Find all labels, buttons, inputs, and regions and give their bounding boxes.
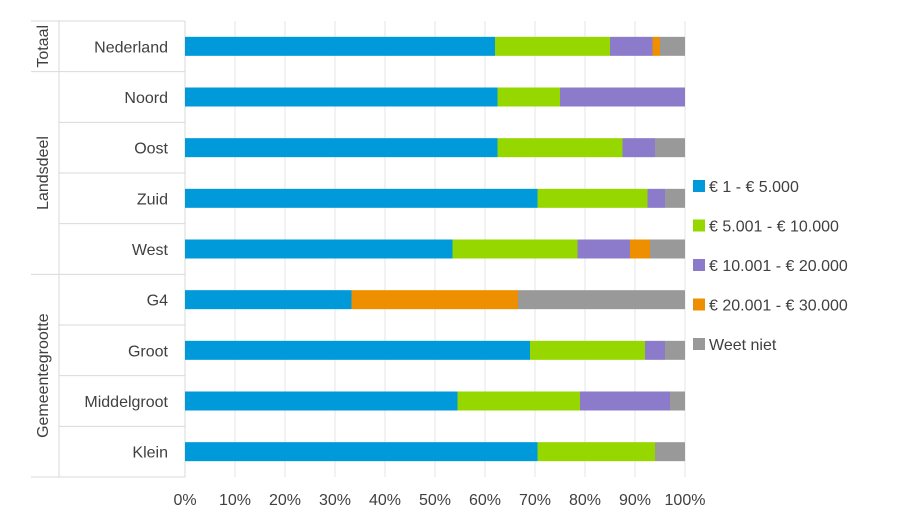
bar-segment <box>647 188 665 208</box>
x-axis-tick-labels: 0% 10% 20% 30% 40% 50% 60% 70% 80% 90% 100% <box>173 492 705 509</box>
x-tick-label: 40% <box>369 492 401 509</box>
bar-segment <box>660 36 685 56</box>
bar-segment <box>185 239 453 259</box>
x-tick-label: 10% <box>219 492 251 509</box>
legend-label: Weet niet <box>709 337 777 354</box>
legend-swatch <box>693 338 705 350</box>
bar-segment <box>495 36 610 56</box>
category-label: West <box>132 242 169 259</box>
bar-segment <box>652 36 660 56</box>
bars <box>185 36 685 462</box>
category-label: Klein <box>132 445 168 462</box>
x-tick-label: 90% <box>619 492 651 509</box>
legend-label: € 1 - € 5.000 <box>709 179 799 196</box>
bar-segment <box>645 340 665 360</box>
x-tick-label: 30% <box>319 492 351 509</box>
bar-segment <box>497 87 560 107</box>
bar-segment <box>452 239 578 259</box>
bar-segment <box>537 188 648 208</box>
bar-segment <box>655 138 685 158</box>
bar-segment <box>185 290 352 310</box>
x-tick-label: 50% <box>419 492 451 509</box>
bar-segment <box>670 391 685 411</box>
bar-segment <box>530 340 645 360</box>
bar-segment <box>665 340 685 360</box>
bar-segment <box>560 87 685 107</box>
category-label: Noord <box>124 90 168 107</box>
bar-segment <box>665 188 685 208</box>
group-label: Gemeentegrootte <box>35 313 52 438</box>
bar-segment <box>457 391 580 411</box>
x-tick-label: 80% <box>569 492 601 509</box>
legend-label: € 5.001 - € 10.000 <box>709 219 839 236</box>
bar-segment <box>185 340 530 360</box>
category-labels: Nederland Noord Oost Zuid West G4 Groot Middelg… <box>84 39 168 461</box>
legend-label: € 10.001 - € 20.000 <box>709 258 848 275</box>
group-labels: Totaal Landsdeel Gemeentegrootte <box>35 25 52 438</box>
bar-segment <box>185 87 498 107</box>
legend-swatch <box>693 259 705 271</box>
category-label: Groot <box>128 343 169 360</box>
x-tick-label: 0% <box>173 492 196 509</box>
legend-label: € 20.001 - € 30.000 <box>709 298 848 315</box>
bar-segment <box>655 442 685 462</box>
legend-swatch <box>693 180 705 192</box>
bar-segment <box>185 391 458 411</box>
category-label: G4 <box>147 293 168 310</box>
x-tick-label: 60% <box>469 492 501 509</box>
x-tick-label: 70% <box>519 492 551 509</box>
bar-segment <box>185 36 495 56</box>
category-label: Middelgroot <box>84 394 168 411</box>
bar-segment <box>580 391 670 411</box>
bar-segment <box>518 290 685 310</box>
bar-segment <box>497 138 623 158</box>
x-tick-label: 100% <box>665 492 706 509</box>
bar-segment <box>577 239 630 259</box>
bar-segment <box>630 239 650 259</box>
category-label: Oost <box>134 141 168 158</box>
legend-swatch <box>693 298 705 311</box>
bar-segment <box>610 36 653 56</box>
category-label: Zuid <box>137 191 168 208</box>
legend-swatch <box>693 219 705 232</box>
bar-segment <box>185 442 538 462</box>
bar-segment <box>537 442 655 462</box>
legend: € 1 - € 5.000 € 5.001 - € 10.000 € 10.001 … <box>693 179 848 354</box>
bar-segment <box>351 290 518 310</box>
bar-segment <box>185 188 538 208</box>
bar-segment <box>650 239 685 259</box>
group-label: Totaal <box>35 25 52 68</box>
bar-segment <box>185 138 498 158</box>
group-label: Landsdeel <box>35 136 52 210</box>
x-tick-label: 20% <box>269 492 301 509</box>
bar-segment <box>622 138 655 158</box>
category-label: Nederland <box>94 39 168 56</box>
